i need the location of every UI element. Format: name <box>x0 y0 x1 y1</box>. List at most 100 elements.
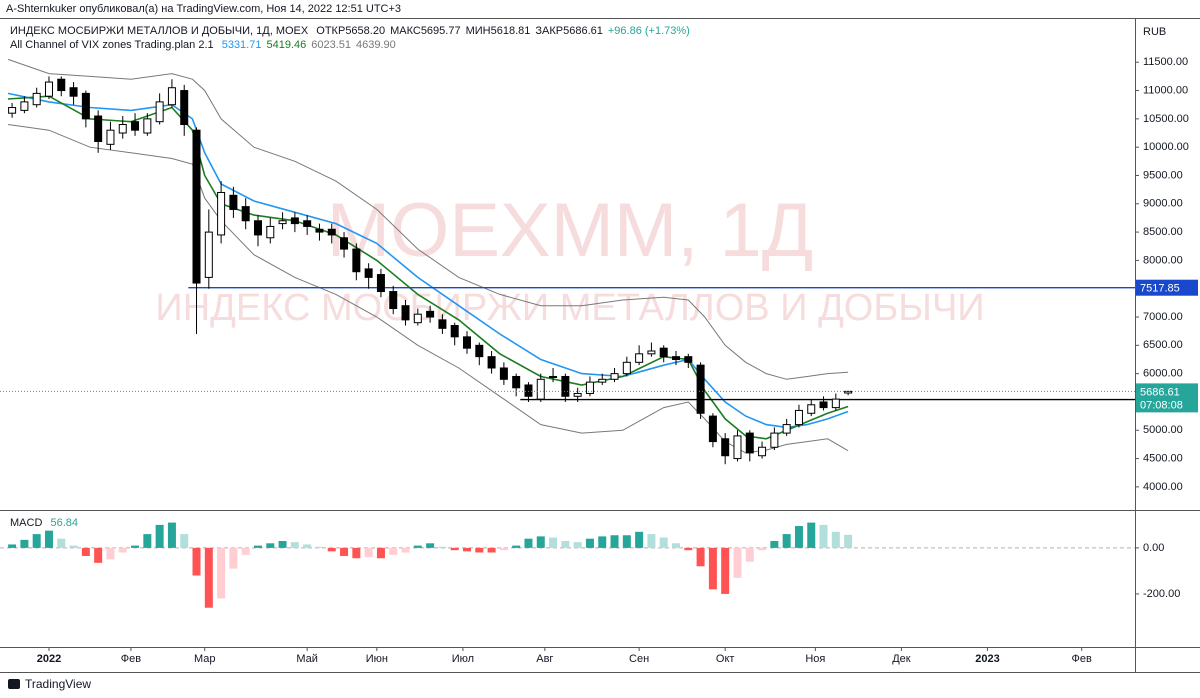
macd-bar <box>450 547 459 551</box>
macd-bar <box>598 536 607 548</box>
candle-body <box>610 373 619 380</box>
macd-bar <box>143 534 152 548</box>
candle-body <box>819 401 828 409</box>
candle-body <box>241 206 250 222</box>
macd-bar <box>635 531 644 548</box>
candle-body <box>462 336 471 349</box>
candle-body <box>733 435 742 460</box>
y-tick-label: 0.00 <box>1143 542 1164 554</box>
y-tick-label: 4500.00 <box>1143 452 1183 464</box>
level-label-box <box>1136 279 1198 296</box>
candle-body <box>684 356 693 363</box>
candle-body <box>831 398 840 409</box>
macd-bar <box>278 540 287 548</box>
macd-bar <box>610 535 619 548</box>
y-tick-label: 5000.00 <box>1143 424 1183 436</box>
y-tick-label: 9500.00 <box>1143 169 1183 181</box>
publisher: A-Shternkuker опубликовал(а) на TradingV… <box>6 3 402 15</box>
ohlc-value: 5658.20 <box>345 25 386 37</box>
macd-bar <box>352 547 361 559</box>
macd-bar <box>94 547 103 563</box>
macd-bar <box>106 547 115 560</box>
candle-body <box>266 225 275 239</box>
macd-title: MACD <box>10 517 43 529</box>
macd-bar <box>782 534 791 548</box>
candle-body <box>401 305 410 321</box>
ohlc-value: 5695.77 <box>420 25 461 37</box>
y-tick-label: 11500.00 <box>1143 56 1188 68</box>
indicator-name: All Channel of VIX zones Trading.plan 2.… <box>10 39 214 51</box>
level-label: 7517.85 <box>1140 283 1180 295</box>
candle-body <box>721 438 730 457</box>
candle-body <box>57 78 66 92</box>
indicator-value: 6023.51 <box>311 39 351 51</box>
candle-body <box>32 92 41 106</box>
macd-bar <box>573 542 582 548</box>
candle-body <box>475 344 484 358</box>
candle-body <box>143 118 152 134</box>
macd-bar <box>561 540 570 548</box>
indicator-value: 5331.71 <box>221 39 262 51</box>
watermark: ИНДЕКС МОСБИРЖИ МЕТАЛЛОВ И ДОБЫЧИ <box>155 287 984 329</box>
countdown: 07:08:08 <box>1140 399 1183 411</box>
macd-bar <box>131 545 140 548</box>
candle-body <box>155 101 164 123</box>
macd-bar <box>229 547 238 569</box>
candle-body <box>217 191 226 236</box>
candle-body <box>8 107 17 114</box>
candle-body <box>696 364 705 414</box>
macd-bar <box>426 543 435 548</box>
candle-body <box>708 415 717 443</box>
macd-bar <box>266 543 275 548</box>
candle-body <box>327 228 336 236</box>
x-tick-label: Ноя <box>805 653 825 665</box>
candle-body <box>167 87 176 106</box>
macd-bar <box>672 543 681 548</box>
candle-body <box>524 384 533 397</box>
macd-bar <box>241 547 250 555</box>
macd-bar <box>69 545 78 548</box>
y-tick-label: 9000.00 <box>1143 198 1183 210</box>
channel-line <box>7 58 849 380</box>
candle-body <box>782 424 791 434</box>
candle-body <box>118 124 127 134</box>
x-tick-label: Дек <box>892 653 911 665</box>
macd-bar <box>327 547 336 552</box>
candle-body <box>844 390 853 394</box>
x-tick-label: Июн <box>366 653 388 665</box>
ohlc-label: МИН <box>465 25 491 37</box>
candle-body <box>69 87 78 97</box>
macd-bar <box>81 547 90 556</box>
macd-bar <box>204 547 213 608</box>
y-tick-label: 7000.00 <box>1143 311 1183 323</box>
macd-bar <box>487 547 496 553</box>
candle-body <box>106 129 115 145</box>
x-tick-label: Сен <box>629 653 649 665</box>
x-tick-label: Май <box>296 653 318 665</box>
indicator-legend: All Channel of VIX zones Trading.plan 2.… <box>10 39 401 51</box>
brand: TradingView <box>25 677 91 691</box>
candle-body <box>376 274 385 293</box>
y-tick-label: 6000.00 <box>1143 368 1183 380</box>
macd-bar <box>745 547 754 562</box>
candle-body <box>622 361 631 375</box>
macd-bar <box>290 542 299 548</box>
macd-bar <box>831 531 840 548</box>
macd-bar <box>303 544 312 548</box>
candle-body <box>20 101 29 111</box>
candle-body <box>549 375 558 378</box>
candle-body <box>204 231 213 278</box>
macd-value: 56.84 <box>50 517 78 529</box>
macd-bar <box>217 547 226 599</box>
macd-bar <box>167 522 176 548</box>
candle-body <box>278 220 287 225</box>
candle-body <box>770 432 779 448</box>
candle-body <box>303 220 312 227</box>
candle-body <box>450 325 459 338</box>
candle-body <box>672 356 681 360</box>
y-tick-label: -200.00 <box>1143 588 1180 600</box>
candle-body <box>44 81 53 97</box>
candle-body <box>81 92 90 120</box>
